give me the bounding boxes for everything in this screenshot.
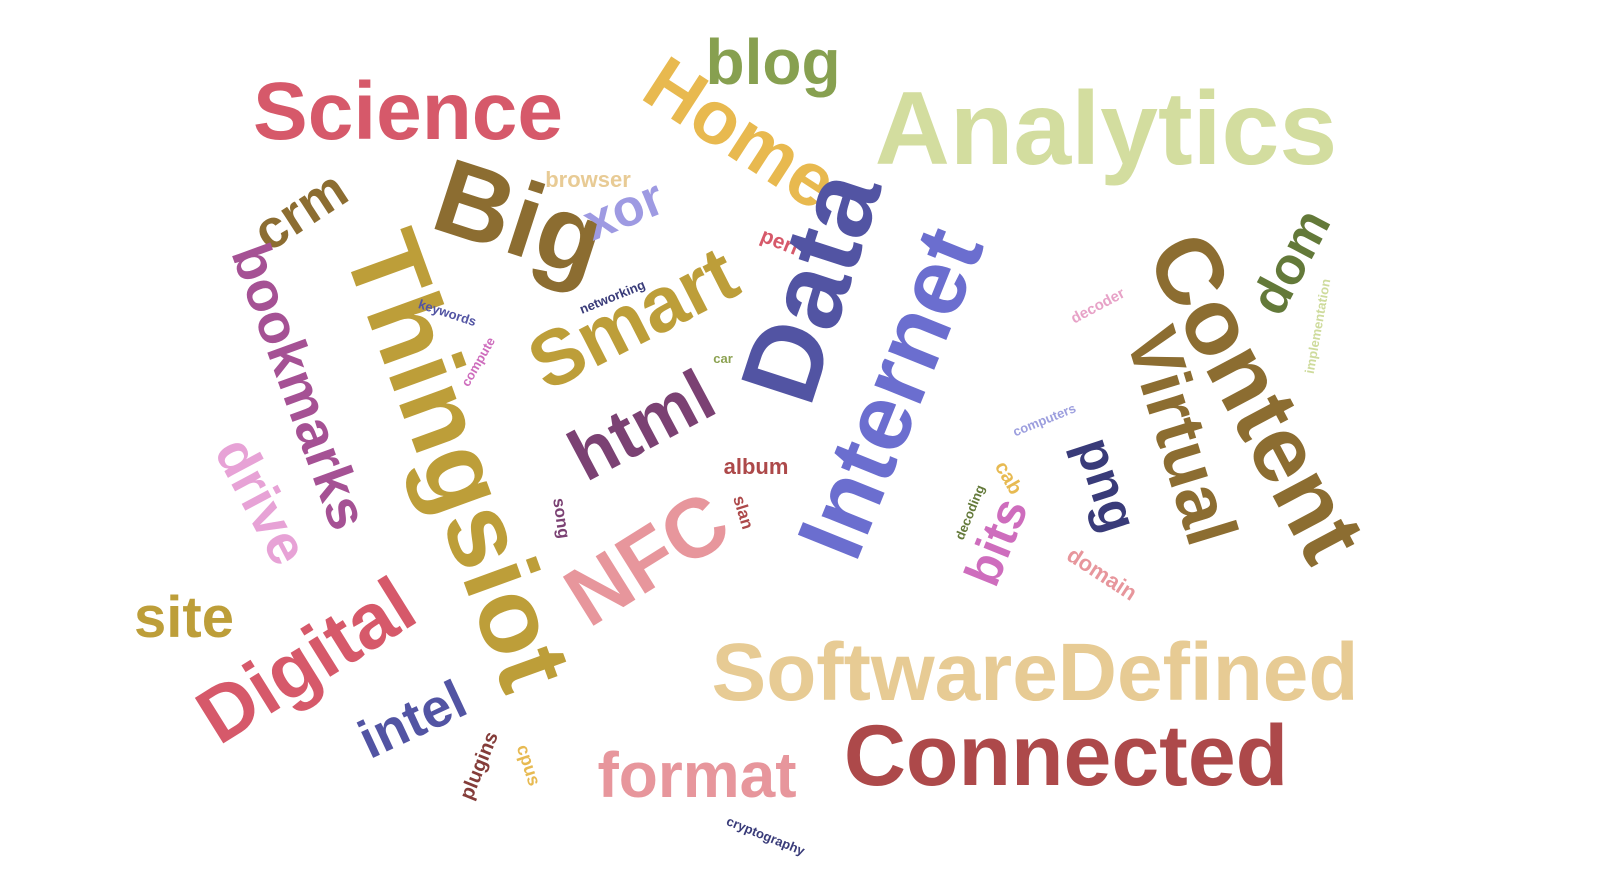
word-connected: Connected — [844, 708, 1288, 804]
word-computers: computers — [1011, 400, 1078, 439]
word-intel: intel — [349, 669, 475, 770]
word-decoder: decoder — [1068, 285, 1128, 327]
word-analytics: Analytics — [875, 71, 1337, 187]
word-cab: cab — [990, 458, 1026, 499]
word-site: site — [134, 585, 234, 650]
word-song: song — [549, 497, 573, 540]
word-slan: slan — [729, 493, 757, 531]
word-browser: browser — [545, 167, 631, 192]
word-format: format — [597, 739, 796, 811]
word-blog: blog — [705, 26, 840, 98]
word-album: album — [724, 454, 789, 479]
word-science: Science — [253, 66, 563, 157]
word-cpus: cpus — [513, 742, 545, 788]
word-plugins: plugins — [456, 729, 503, 803]
word-cryptography: cryptography — [724, 813, 807, 858]
word-png: png — [1064, 430, 1149, 539]
word-softwaredefined: SoftwareDefined — [712, 627, 1359, 718]
word-car: car — [713, 351, 733, 366]
word-domain: domain — [1062, 542, 1141, 606]
